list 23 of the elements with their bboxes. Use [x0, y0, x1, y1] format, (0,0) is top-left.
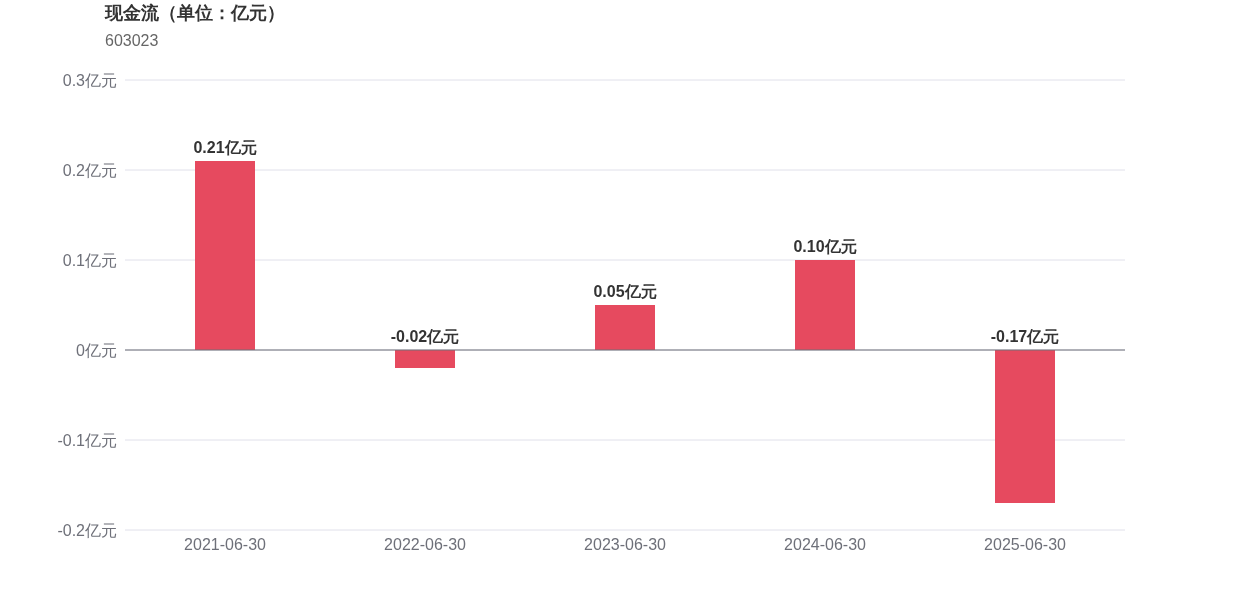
data-label: 0.10亿元	[793, 238, 857, 255]
y-tick-label: -0.1亿元	[57, 432, 117, 449]
x-tick-label: 2021-06-30	[184, 536, 267, 553]
bar	[995, 350, 1055, 503]
data-label: 0.05亿元	[593, 283, 657, 300]
x-tick-label: 2023-06-30	[584, 536, 667, 553]
x-tick-label: 2024-06-30	[784, 536, 867, 553]
y-tick-label: -0.2亿元	[57, 522, 117, 539]
bar	[595, 305, 655, 350]
bar	[795, 260, 855, 350]
data-label: -0.02亿元	[390, 328, 460, 345]
x-tick-label: 2025-06-30	[984, 536, 1067, 553]
chart-title: 现金流（单位：亿元）	[104, 3, 285, 23]
y-tick-label: 0.3亿元	[62, 72, 117, 89]
x-tick-label: 2022-06-30	[384, 536, 467, 553]
y-tick-label: 0.1亿元	[62, 252, 117, 269]
bar	[195, 161, 255, 350]
bar	[395, 350, 455, 368]
chart-subtitle: 603023	[105, 32, 159, 49]
data-label: -0.17亿元	[990, 328, 1060, 345]
y-tick-label: 0.2亿元	[62, 162, 117, 179]
data-label: 0.21亿元	[193, 139, 257, 156]
y-tick-label: 0亿元	[76, 342, 117, 359]
